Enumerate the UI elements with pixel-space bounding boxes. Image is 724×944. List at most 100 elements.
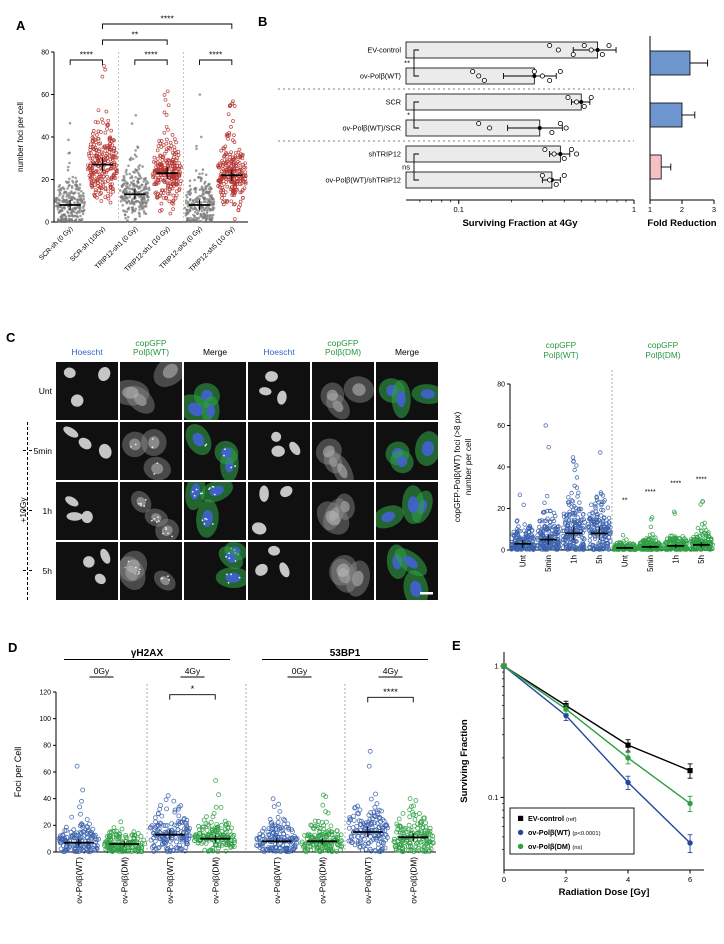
significance-bracket xyxy=(134,59,168,65)
irradiation-tick xyxy=(23,570,32,571)
significance-bracket xyxy=(102,23,233,29)
y-tick-label: 0 xyxy=(45,219,49,226)
y-tick-label: 20 xyxy=(43,823,51,830)
marker xyxy=(625,779,631,786)
x-tick-label: ov-Polβ(WT) xyxy=(74,857,84,904)
focus-dot xyxy=(195,488,198,491)
replicate-point xyxy=(542,146,548,152)
y-axis-label: Foci per Cell xyxy=(13,747,23,798)
focus-dot xyxy=(137,502,140,505)
focus-dot xyxy=(224,448,226,451)
mean-point xyxy=(595,48,600,52)
x-tick-label: 2 xyxy=(680,205,684,214)
micro-col-header-line: Hoescht xyxy=(71,347,103,358)
focus-dot xyxy=(156,521,158,524)
significance-label: **** xyxy=(383,687,398,698)
focus-dot xyxy=(130,445,132,448)
panel-d-label: D xyxy=(8,640,18,655)
significance-label: **** xyxy=(696,477,707,484)
focus-dot xyxy=(209,487,211,489)
data-points xyxy=(254,796,300,855)
replicate-point xyxy=(470,69,476,75)
survival-bar xyxy=(405,171,553,189)
focus-dot xyxy=(161,577,164,580)
replicate-point xyxy=(606,43,612,49)
marker xyxy=(625,742,631,748)
micrograph-hoechst xyxy=(56,362,118,420)
micrograph-merge xyxy=(376,422,438,480)
panel-e-label: E xyxy=(452,638,461,653)
panel-b-label: B xyxy=(258,14,268,29)
micrograph-merge xyxy=(376,482,438,540)
significance-label: * xyxy=(407,111,410,120)
focus-dot xyxy=(201,492,204,495)
focus-dot xyxy=(191,490,194,493)
panel-c-label: C xyxy=(6,330,16,345)
replicate-point xyxy=(570,52,576,58)
micro-col-header-2: Merge xyxy=(184,332,246,358)
focus-dot xyxy=(211,485,214,488)
micro-col-header-line: Merge xyxy=(202,347,228,358)
y-tick-label: 0.1 xyxy=(488,793,498,802)
replicate-point xyxy=(549,130,555,136)
focus-dot xyxy=(127,560,130,563)
legend-label: ov-Polβ(WT) (p<0.0001) xyxy=(528,828,601,837)
micrograph-hoechst xyxy=(248,542,310,600)
significance-bracket xyxy=(169,694,216,700)
micro-col-header-line: Polβ(WT) xyxy=(132,347,170,358)
legend-marker xyxy=(517,843,524,850)
y-tick-label: 40 xyxy=(43,796,51,803)
row-label: ov-Polβ(WT)/SCR xyxy=(342,124,401,133)
micrograph-hoechst xyxy=(56,422,118,480)
micrograph-hoechst xyxy=(248,482,310,540)
focus-dot xyxy=(133,572,136,575)
x-tick-label: ov-Polβ(DM) xyxy=(408,857,418,904)
series-line xyxy=(503,665,691,844)
row-label: EV-control xyxy=(367,46,401,55)
micrograph-gfp xyxy=(312,482,374,540)
y-tick-label: 0 xyxy=(501,547,505,554)
marker xyxy=(563,712,569,719)
row-label: ov-Polβ(WT) xyxy=(360,72,401,81)
x-tick-label: 0.1 xyxy=(454,205,464,214)
x-tick-label: 1 xyxy=(632,205,636,214)
micrograph-merge xyxy=(184,422,246,480)
x-tick-label: Unt xyxy=(620,554,629,567)
focus-dot xyxy=(204,444,207,447)
legend-marker xyxy=(518,815,524,821)
significance-label: **** xyxy=(80,50,94,60)
significance-label: **** xyxy=(670,481,681,488)
focus-dot xyxy=(203,522,206,525)
mean-point xyxy=(579,100,584,104)
micrograph-hoechst xyxy=(56,542,118,600)
significance-label: ** xyxy=(622,497,628,504)
marker-header: 53BP1 xyxy=(330,648,361,659)
row-label: SCR xyxy=(386,98,401,107)
focus-dot xyxy=(199,492,202,495)
x-tick-label: Unt xyxy=(518,554,527,567)
significance-label: **** xyxy=(144,50,158,60)
micrograph-gfp xyxy=(120,482,182,540)
micro-col-header-line: copGFP xyxy=(327,337,359,348)
significance-bracket xyxy=(69,59,103,65)
y-tick-label: 20 xyxy=(41,177,49,184)
replicate-point xyxy=(557,121,563,127)
irradiation-bracket xyxy=(27,422,28,600)
scale-bar xyxy=(420,592,433,595)
micro-col-header-line: Hoescht xyxy=(263,347,295,358)
focus-dot xyxy=(213,493,216,496)
replicate-point xyxy=(539,172,545,178)
x-tick-label: 5h xyxy=(697,555,706,564)
significance-label: **** xyxy=(209,50,223,60)
replicate-point xyxy=(555,47,561,53)
significance-label: ns xyxy=(402,163,410,172)
mean-point xyxy=(558,152,563,156)
focus-dot xyxy=(153,472,156,475)
marker xyxy=(563,706,569,712)
x-tick-label: 0 xyxy=(502,875,506,884)
micro-col-header-line: copGFP xyxy=(135,337,167,348)
focus-dot xyxy=(157,520,160,523)
focus-dot xyxy=(138,572,141,575)
replicate-point xyxy=(553,181,559,187)
replicate-point xyxy=(557,69,563,75)
